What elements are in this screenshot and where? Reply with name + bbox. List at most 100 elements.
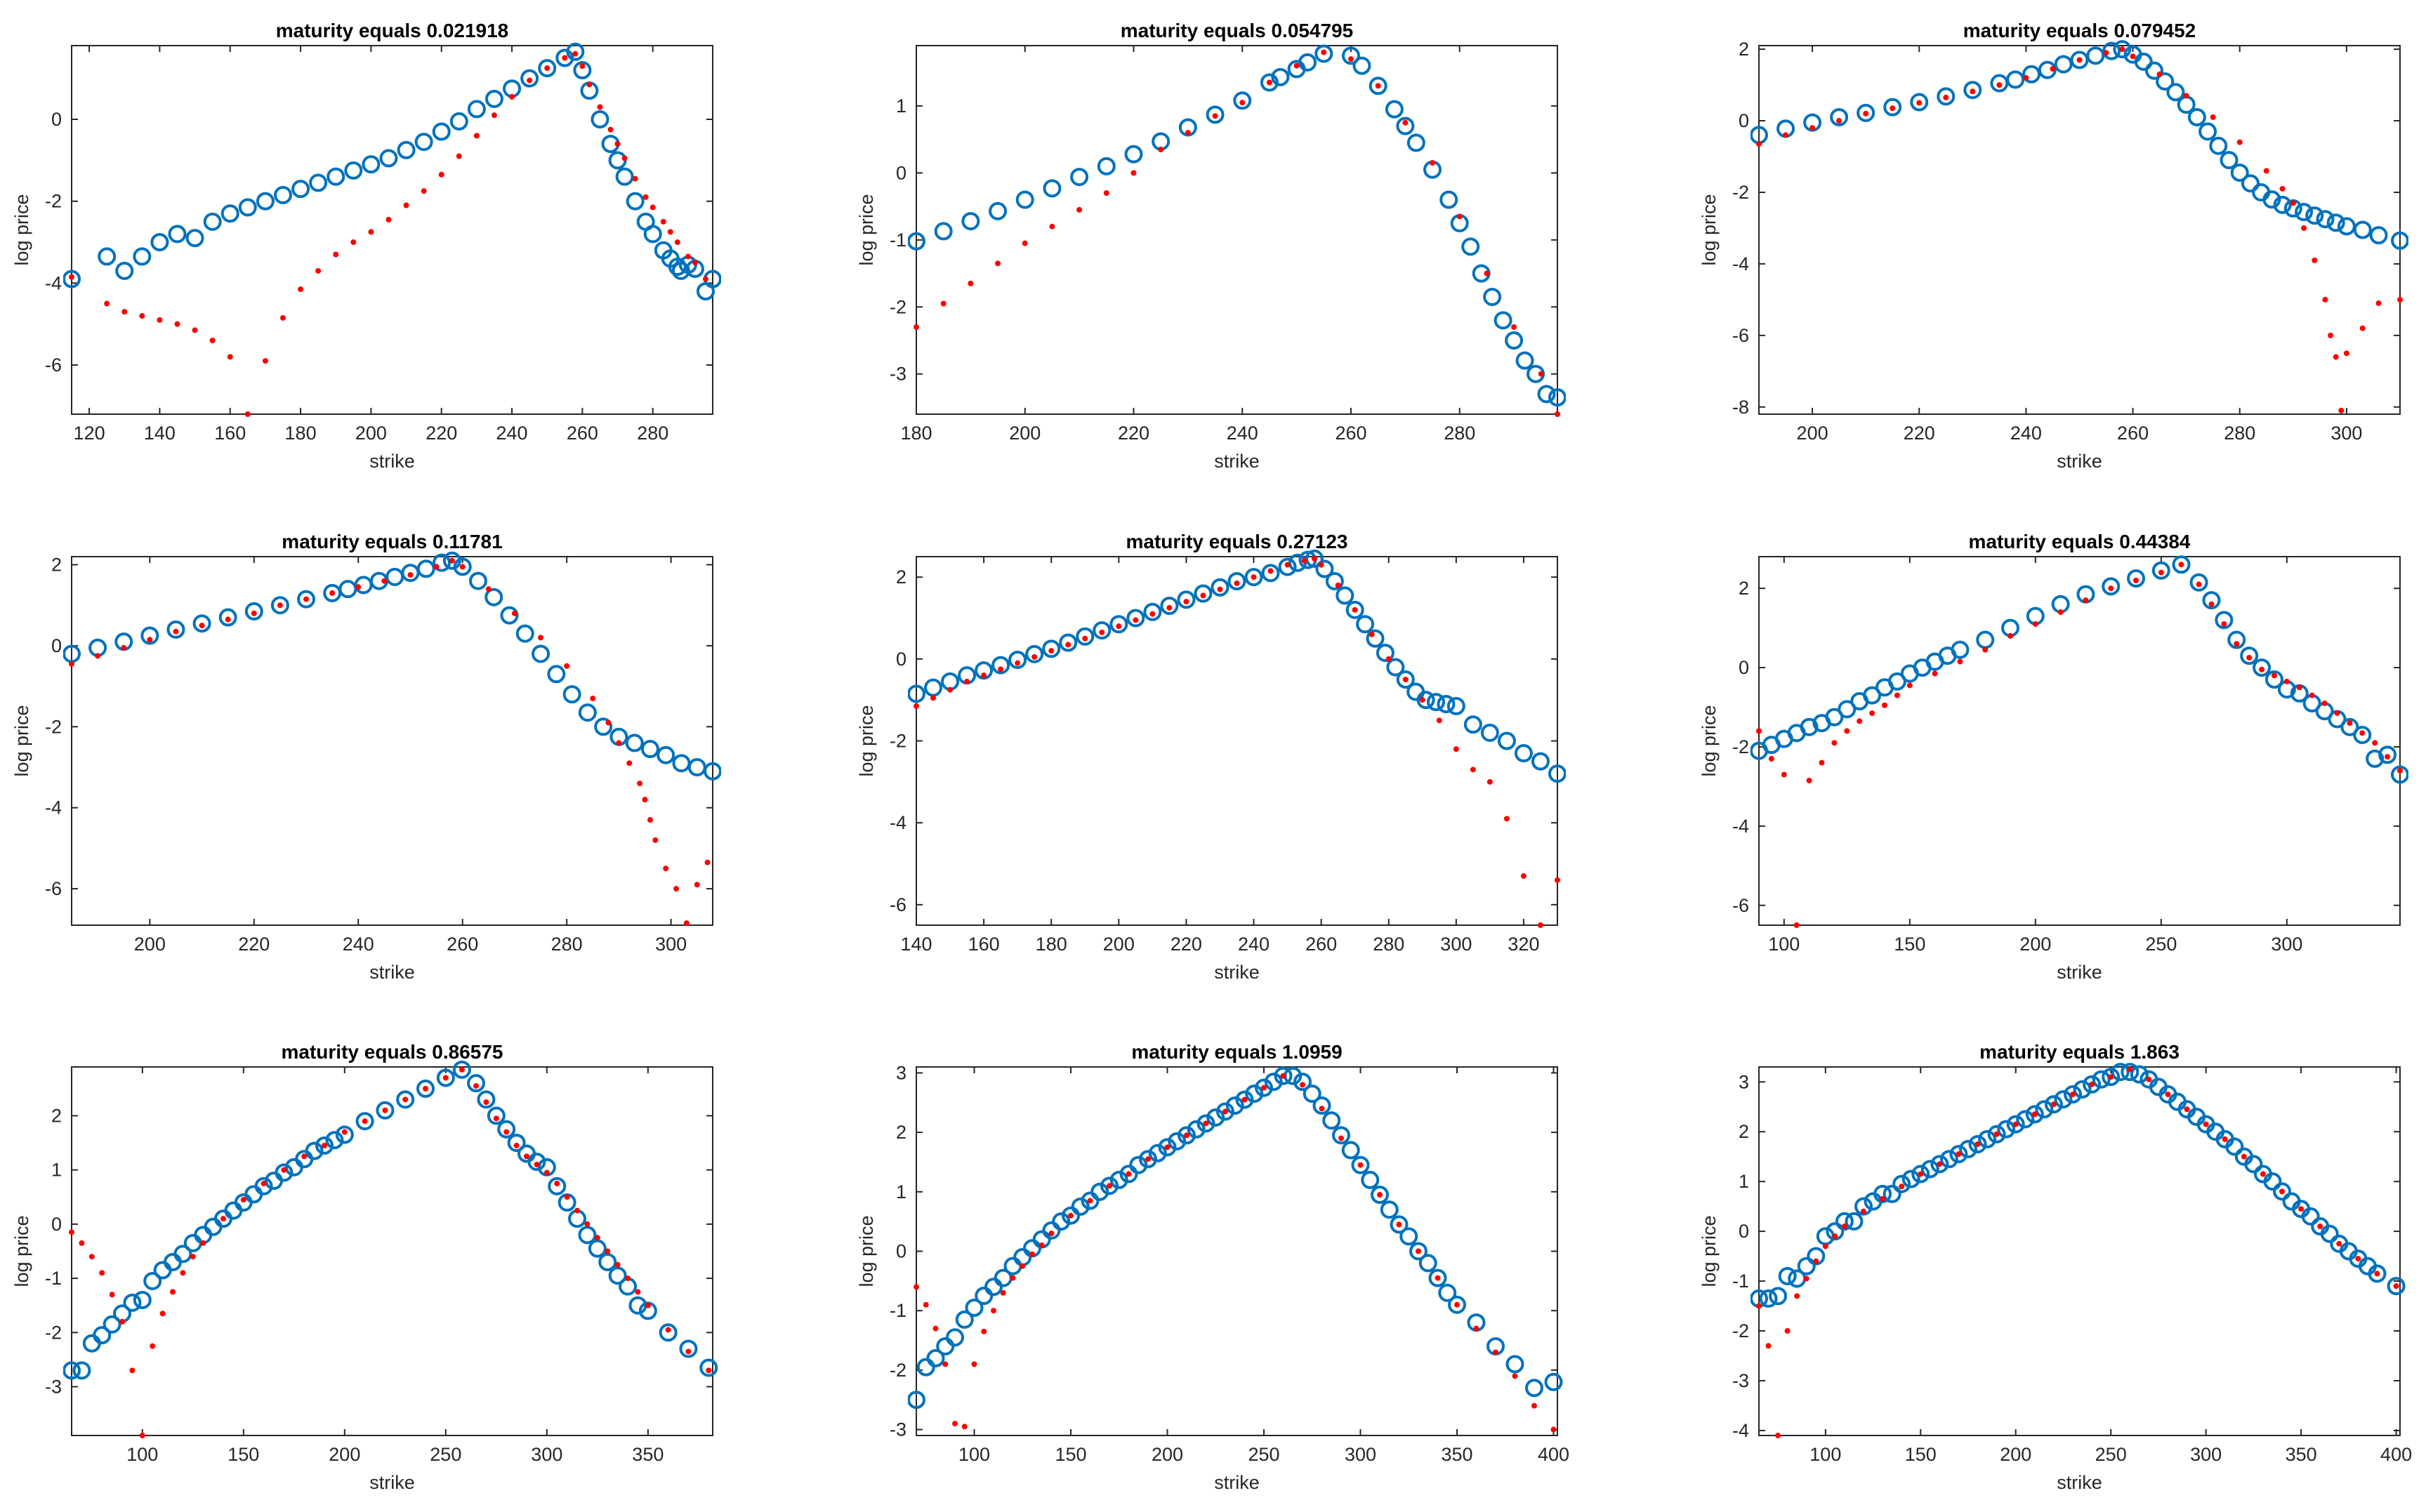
- chart-panel-6: 100 150 200 250 300 2 0 -2 -4 -6 maturity equals 0…: [1699, 531, 2408, 983]
- x-tick-label: 200: [1152, 1444, 1183, 1465]
- x-tick-label: 240: [496, 423, 528, 444]
- model-point: [1357, 1162, 1364, 1168]
- market-point: [2225, 1137, 2244, 1156]
- x-tick-label: 150: [1055, 1444, 1086, 1465]
- model-point: [1803, 1275, 1809, 1282]
- market-point: [1406, 133, 1425, 152]
- market-point: [578, 1226, 597, 1245]
- chart-title: maturity equals 0.079452: [1963, 20, 2196, 41]
- x-tick-label: 280: [2224, 423, 2255, 444]
- model-point: [2070, 1092, 2076, 1098]
- market-point: [1409, 1242, 1428, 1261]
- y-tick-label: 1: [51, 1160, 62, 1181]
- market-point: [1525, 1379, 1543, 1398]
- market-point: [2130, 1065, 2149, 1084]
- model-point: [1385, 656, 1392, 662]
- market-point: [1883, 1184, 1901, 1203]
- market-point: [1939, 1150, 1958, 1169]
- model-point: [605, 719, 612, 726]
- market-point: [1352, 56, 1371, 75]
- model-point: [2119, 46, 2125, 53]
- model-point: [914, 1284, 919, 1290]
- model-point: [119, 1318, 126, 1325]
- model-point: [1301, 557, 1307, 564]
- x-tick-label: 300: [655, 934, 687, 955]
- model-point: [225, 616, 231, 623]
- model-point: [1049, 223, 1055, 230]
- market-point: [532, 644, 550, 663]
- model-point: [192, 327, 198, 333]
- market-point: [926, 1348, 945, 1367]
- market-point: [989, 201, 1008, 220]
- market-point: [659, 1323, 678, 1342]
- market-point: [1461, 237, 1480, 256]
- market-point: [2102, 1068, 2121, 1087]
- model-point: [2397, 767, 2403, 774]
- market-point: [615, 167, 634, 186]
- market-point: [500, 606, 519, 625]
- market-point: [1042, 639, 1061, 658]
- model-point: [1022, 240, 1028, 246]
- market-point: [315, 1136, 334, 1155]
- model-point: [1473, 1325, 1479, 1332]
- x-tick-label: 280: [1373, 934, 1404, 955]
- plot-frame: [71, 556, 713, 926]
- model-point: [281, 1167, 287, 1173]
- model-point: [1756, 728, 1762, 734]
- model-point: [706, 1367, 712, 1374]
- model-point: [930, 695, 937, 701]
- x-tick-label: 220: [426, 423, 457, 444]
- y-tick-label: 0: [1739, 110, 1749, 131]
- market-point: [2070, 51, 2089, 69]
- data-marks: [63, 1060, 718, 1438]
- market-point: [608, 1266, 627, 1285]
- model-point: [69, 661, 74, 667]
- model-point: [2057, 609, 2064, 616]
- model-point: [2210, 114, 2216, 120]
- market-point: [1497, 731, 1516, 750]
- market-point: [2264, 670, 2283, 689]
- market-point: [2102, 577, 2121, 596]
- model-point: [2146, 1076, 2152, 1082]
- model-point: [1894, 692, 1900, 698]
- model-point: [1906, 682, 1913, 689]
- market-point: [1544, 1372, 1563, 1391]
- data-marks: [908, 1066, 1563, 1433]
- market-point: [396, 1090, 415, 1109]
- model-point: [1183, 599, 1189, 605]
- market-point: [2230, 163, 2249, 182]
- market-point: [1887, 672, 1906, 691]
- market-point: [1361, 1170, 1380, 1189]
- market-point: [1438, 1283, 1457, 1302]
- y-axis-label: log price: [856, 194, 877, 265]
- model-point: [1402, 677, 1409, 682]
- market-point: [1959, 1140, 1978, 1159]
- model-point: [2328, 332, 2334, 338]
- axis-ticks: 100 150 200 250 300 350 400 3 2 1 0 -1 -2 -3 -4: [1732, 1067, 2412, 1465]
- model-point: [1869, 710, 1875, 716]
- model-point: [2032, 621, 2038, 627]
- model-point: [562, 55, 568, 61]
- model-point: [1756, 1303, 1762, 1309]
- model-point: [2246, 654, 2253, 661]
- market-point: [1483, 287, 1502, 306]
- market-point: [115, 261, 134, 280]
- market-point: [1376, 644, 1394, 663]
- model-point: [1537, 922, 1543, 928]
- model-point: [2355, 1256, 2361, 1262]
- x-tick-label: 250: [430, 1444, 461, 1465]
- market-point: [1139, 1150, 1157, 1169]
- market-point: [275, 1163, 294, 1182]
- market-point: [562, 685, 581, 704]
- market-point: [93, 1326, 112, 1345]
- market-point: [1505, 1355, 1524, 1374]
- market-point: [961, 212, 980, 231]
- x-tick-label: 240: [1238, 934, 1270, 955]
- y-tick-label: 3: [896, 1062, 906, 1083]
- model-point: [139, 313, 145, 319]
- model-point: [2336, 1240, 2342, 1247]
- model-point: [590, 695, 596, 701]
- market-point: [2202, 591, 2221, 610]
- model-point: [1319, 1106, 1325, 1112]
- market-point: [173, 1245, 192, 1264]
